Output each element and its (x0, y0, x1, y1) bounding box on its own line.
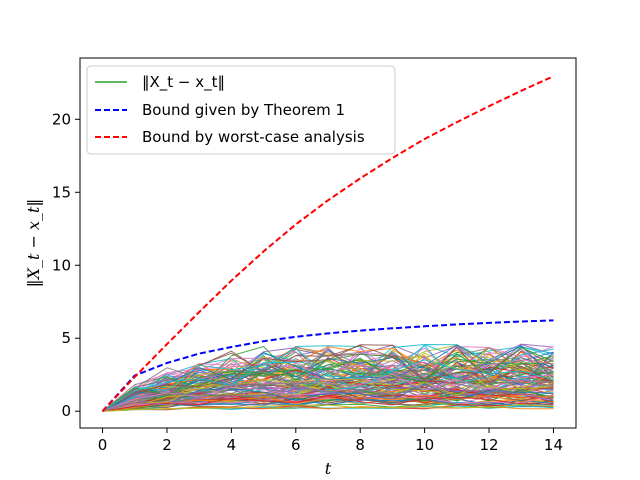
y-axis-label: ‖X_t − x_t‖ (24, 199, 43, 288)
x-tick-label: 10 (415, 436, 434, 454)
x-tick-label: 8 (355, 436, 365, 454)
trajectory-line (102, 359, 554, 412)
trajectory-line (102, 382, 554, 412)
trajectory-line (102, 384, 554, 412)
trajectory-line (102, 346, 554, 412)
trajectory-line (102, 382, 554, 412)
y-axis-label-group: ‖X_t − x_t‖ (24, 199, 43, 288)
x-axis-label: t (325, 459, 332, 478)
trajectory-line (102, 404, 554, 412)
x-tick-label: 6 (291, 436, 301, 454)
x-axis-ticks: 0 2 4 6 8 10 12 14 (98, 428, 563, 454)
trajectory-line (102, 395, 554, 412)
series-line (101, 75, 554, 412)
trajectory-line (102, 352, 554, 412)
trajectory-line (102, 344, 554, 412)
trajectory-line (102, 395, 554, 412)
y-tick-label: 10 (52, 256, 71, 274)
legend-label-theorem-bound: Bound given by Theorem 1 (142, 101, 345, 119)
x-tick-label: 0 (98, 436, 108, 454)
bound-lines (101, 75, 554, 412)
y-tick-label: 15 (52, 183, 71, 201)
y-axis-ticks: 0 5 10 15 20 (52, 110, 80, 420)
trajectory-line (102, 344, 554, 412)
x-tick-label: 14 (544, 436, 563, 454)
trajectory-line (102, 376, 554, 412)
trajectory-lines (102, 343, 554, 412)
legend-label-worst-case-bound: Bound by worst-case analysis (142, 128, 365, 146)
series-line (101, 319, 554, 412)
x-tick-label: 4 (227, 436, 237, 454)
trajectory-line (102, 382, 554, 412)
y-tick-label: 0 (61, 402, 71, 420)
x-tick-label: 2 (162, 436, 172, 454)
legend-box (86, 65, 396, 155)
y-tick-label: 20 (52, 110, 71, 128)
trajectory-line (102, 358, 554, 412)
x-tick-label: 12 (479, 436, 498, 454)
plot-frame (79, 57, 577, 429)
trajectory-line (102, 347, 554, 412)
y-tick-label: 5 (61, 329, 71, 347)
trajectory-line (102, 346, 554, 412)
legend: ‖X_t − x_t‖ Bound given by Theorem 1 Bou… (86, 65, 396, 155)
legend-label-trajectories: ‖X_t − x_t‖ (142, 73, 225, 92)
